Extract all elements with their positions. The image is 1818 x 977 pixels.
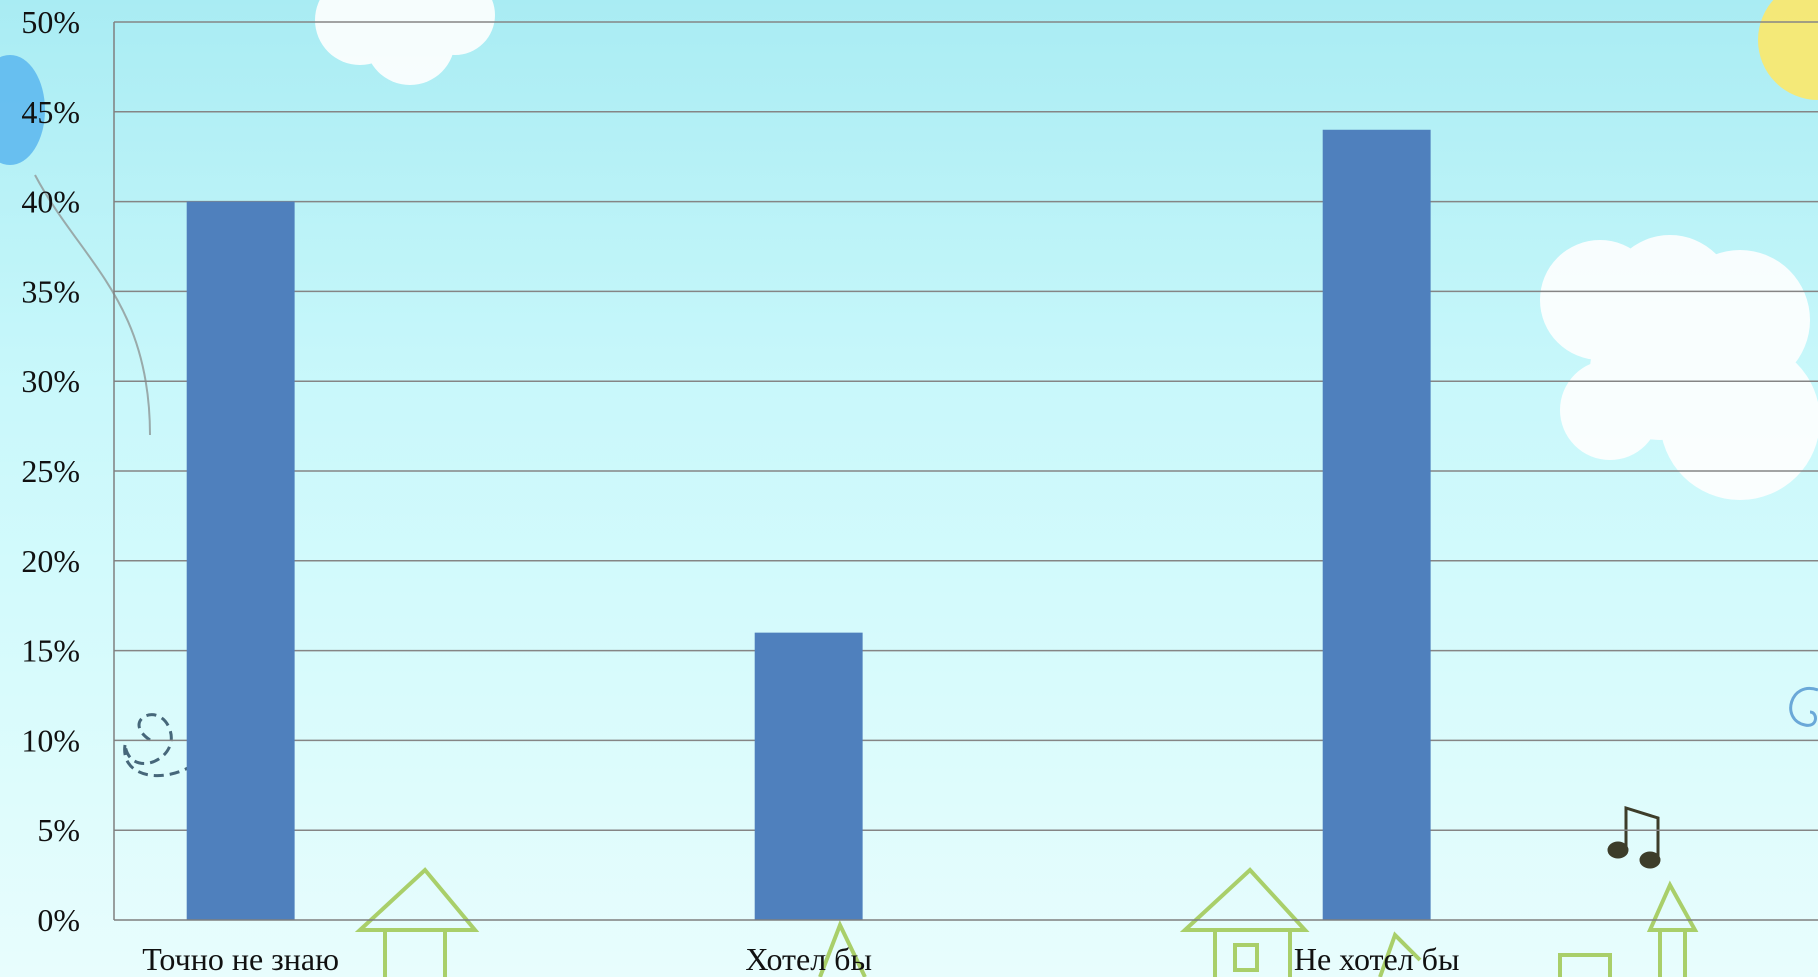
cloud-icon [1540, 235, 1818, 500]
y-axis-tick-labels: 0% 5% 10% 15% 20% 25% 30% 35% 40% 45% 50% [21, 4, 80, 938]
bar [754, 632, 863, 920]
x-category-label: Не хотел бы [1294, 941, 1460, 977]
x-category-label: Хотел бы [745, 941, 872, 977]
bar [186, 201, 295, 921]
y-tick-label: 20% [21, 543, 80, 579]
balloon-icon [0, 55, 151, 436]
y-tick-label: 15% [21, 633, 80, 669]
bars [186, 129, 1431, 921]
x-category-label: Точно не знаю [142, 941, 339, 977]
gridlines [114, 21, 1818, 831]
y-tick-label: 0% [37, 902, 80, 938]
y-tick-label: 50% [21, 4, 80, 40]
bar-chart: 0% 5% 10% 15% 20% 25% 30% 35% 40% 45% 50% Точно не… [21, 4, 1818, 977]
y-tick-label: 40% [21, 184, 80, 220]
x-axis-category-labels: Точно не знаю Хотел бы Не хотел бы [142, 941, 1459, 977]
bar [1322, 129, 1431, 920]
swirl-icon [1789, 686, 1818, 727]
y-tick-label: 5% [37, 812, 80, 848]
y-tick-label: 25% [21, 453, 80, 489]
y-tick-label: 10% [21, 722, 80, 758]
sun-icon [1758, 0, 1818, 100]
y-tick-label: 45% [21, 94, 80, 130]
cloud-icon [315, 0, 495, 85]
music-note-icon [1607, 805, 1661, 869]
y-tick-label: 30% [21, 363, 80, 399]
y-tick-label: 35% [21, 273, 80, 309]
house-icon [354, 867, 1699, 977]
